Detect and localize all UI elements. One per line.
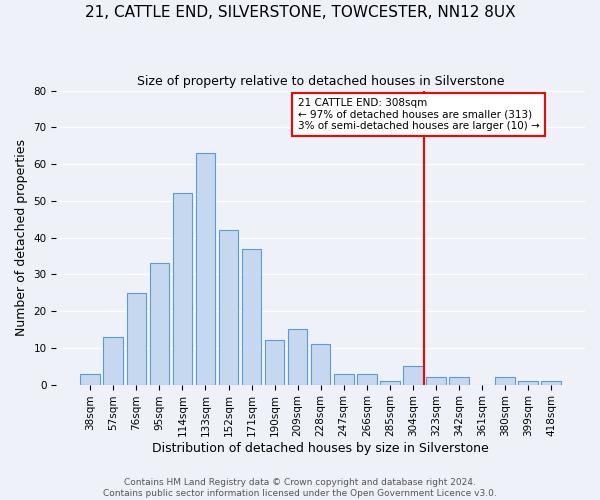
Bar (219, 230, 238, 384)
Bar (403, 366, 422, 384)
Bar (541, 381, 561, 384)
Title: Size of property relative to detached houses in Silverstone: Size of property relative to detached ho… (137, 75, 505, 88)
Bar (103, 337, 123, 384)
Bar (334, 374, 353, 384)
Bar (495, 377, 515, 384)
Bar (242, 248, 262, 384)
Bar (265, 340, 284, 384)
Bar (288, 330, 307, 384)
Bar (357, 374, 377, 384)
Bar (80, 374, 100, 384)
Bar (380, 381, 400, 384)
Bar (449, 377, 469, 384)
Text: 21 CATTLE END: 308sqm
← 97% of detached houses are smaller (313)
3% of semi-deta: 21 CATTLE END: 308sqm ← 97% of detached … (298, 98, 539, 131)
Bar (196, 153, 215, 384)
Text: Contains HM Land Registry data © Crown copyright and database right 2024.
Contai: Contains HM Land Registry data © Crown c… (103, 478, 497, 498)
Bar (518, 381, 538, 384)
Bar (149, 264, 169, 384)
Bar (173, 194, 192, 384)
Bar (311, 344, 331, 385)
Y-axis label: Number of detached properties: Number of detached properties (15, 139, 28, 336)
Bar (426, 377, 446, 384)
X-axis label: Distribution of detached houses by size in Silverstone: Distribution of detached houses by size … (152, 442, 489, 455)
Bar (127, 292, 146, 384)
Text: 21, CATTLE END, SILVERSTONE, TOWCESTER, NN12 8UX: 21, CATTLE END, SILVERSTONE, TOWCESTER, … (85, 5, 515, 20)
